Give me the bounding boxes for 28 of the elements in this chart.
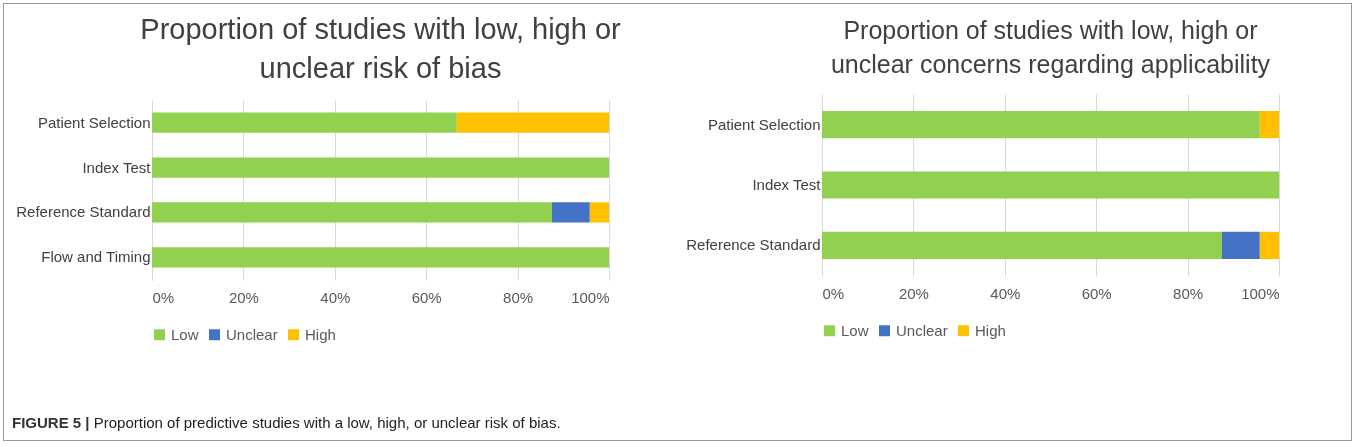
y-tick-label: Index Test (752, 176, 822, 193)
x-tick-label: 80% (1173, 284, 1204, 302)
legend-label: Unclear (226, 325, 278, 343)
y-tick-label: Patient Selection (37, 113, 151, 131)
y-tick-label: Reference Standard (686, 236, 821, 254)
chart-title: Proportion of studies with low, high or unclear concerns regarding applicability (830, 16, 1271, 78)
x-tick-label: 20% (898, 284, 929, 302)
x-tick-label: 40% (990, 284, 1021, 302)
x-tick-label: 40% (320, 288, 351, 306)
x-tick-label: 0% (822, 284, 845, 302)
y-tick-label: Reference Standard (16, 203, 151, 221)
caption: FIGURE 5 | Proportion of predictive studies with a low, high, or unclear risk of bias. (12, 414, 561, 431)
legend-label: High (305, 325, 336, 343)
x-tick-label: 100% (571, 288, 610, 306)
x-tick-label: 60% (1081, 284, 1112, 302)
x-tick-label: 80% (503, 288, 534, 306)
x-tick-label: 100% (1241, 284, 1280, 302)
chart-title: Proportion of studies with low, high or unclear risk of bias (140, 12, 622, 84)
x-tick-label: 60% (411, 288, 442, 306)
legend-label: Low (171, 325, 199, 343)
x-tick-label: 0% (152, 288, 175, 306)
y-tick-label: Patient Selection (707, 115, 821, 133)
y-tick-label: Flow and Timing (41, 248, 151, 266)
legend-label: Low (841, 321, 869, 339)
x-tick-label: 20% (228, 288, 259, 306)
y-tick-label: Index Test (82, 158, 152, 176)
legend-label: Unclear (896, 321, 948, 339)
legend-label: High (975, 321, 1006, 339)
